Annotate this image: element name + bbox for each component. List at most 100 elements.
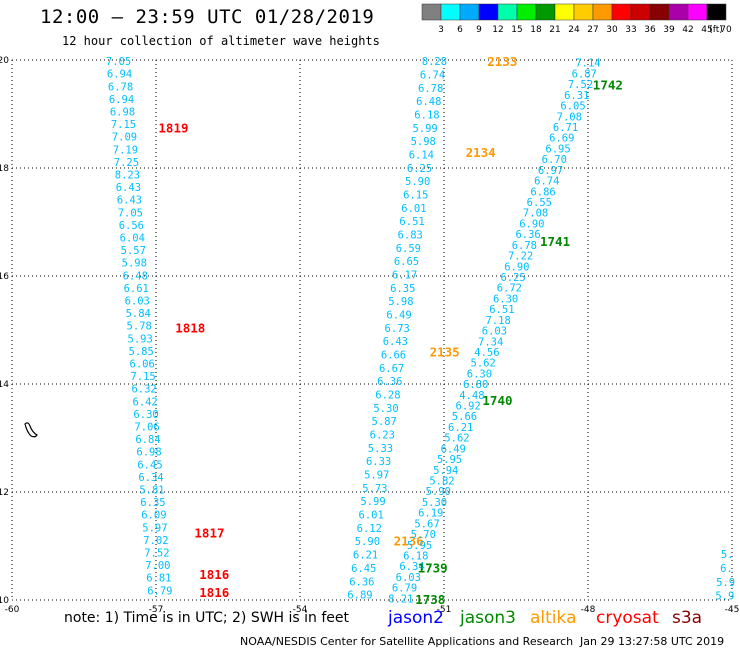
lat-tick-label: 16 xyxy=(0,272,9,282)
legend-tick: 12 xyxy=(492,25,503,35)
wave-height-value: 6.43 xyxy=(116,182,141,194)
wave-height-value: 6.18 xyxy=(414,109,439,121)
wave-height-value: 6.98 xyxy=(110,106,135,118)
wave-height-value: 5.66 xyxy=(452,411,477,423)
wave-height-value: 6.43 xyxy=(383,336,408,348)
wave-height-value: 6.03 xyxy=(396,572,421,584)
wave-height-value: 6.78 xyxy=(108,81,133,93)
wave-height-value: 6.94 xyxy=(107,69,132,81)
wave-height-value: 5.78 xyxy=(127,321,152,333)
pass-number-label: 1816 xyxy=(199,567,229,582)
wave-height-value: 6.65 xyxy=(394,256,419,268)
wave-height-value: 5.9 xyxy=(716,577,735,589)
wave-height-value: 6.69 xyxy=(549,133,574,145)
wave-height-value: 5.87 xyxy=(372,416,397,428)
wave-height-value: 6.35 xyxy=(390,283,415,295)
wave-height-value: 7.15 xyxy=(111,119,136,131)
wave-height-value: 6.86 xyxy=(530,186,555,198)
legend-tick: 3 xyxy=(438,25,444,35)
wave-height-value: 7.00 xyxy=(145,560,170,572)
wave-height-value: 6.43 xyxy=(117,195,142,207)
wave-height-value: 6.30 xyxy=(493,293,518,305)
wave-height-value: 6.09 xyxy=(141,510,166,522)
pass-number-label: 1740 xyxy=(482,393,512,408)
wave-height-value: 6.59 xyxy=(396,243,421,255)
wave-height-value: 5.97 xyxy=(364,470,389,482)
wave-height-value: 6.05 xyxy=(560,101,585,113)
lat-tick-label: 12 xyxy=(0,488,9,498)
legend-tick: 15 xyxy=(511,25,522,35)
lat-tick-label: 20 xyxy=(0,56,9,66)
wave-height-value: 6.21 xyxy=(448,422,473,434)
wave-height-value: 5.90 xyxy=(355,536,380,548)
pass-number-label: 1817 xyxy=(194,526,224,541)
wave-height-value: 6.56 xyxy=(119,220,144,232)
pass-number-label: 2135 xyxy=(430,345,460,360)
wave-height-value: 5.62 xyxy=(444,433,469,445)
lon-tick-label: -60 xyxy=(5,605,20,615)
lat-tick-label: 10 xyxy=(0,596,9,606)
pass-number-label: 1738 xyxy=(415,592,445,607)
pass-number-label: 1742 xyxy=(593,77,623,92)
lat-tick-label: 18 xyxy=(0,164,9,174)
legend-tick: 9 xyxy=(476,25,482,35)
legend-tick: 21 xyxy=(549,25,560,35)
pass-number-label: 2133 xyxy=(487,54,517,69)
legend-jason3: jason3 xyxy=(460,608,516,628)
legend-cryosat: cryosat xyxy=(596,608,659,628)
wave-height-value: 6.01 xyxy=(401,203,426,215)
wave-height-value: 5.84 xyxy=(126,308,151,320)
wave-height-value: 6.61 xyxy=(124,283,149,295)
wave-height-value: 5.67 xyxy=(414,518,439,530)
wave-height-value: 5.73 xyxy=(362,483,387,495)
wave-height-value: 6.79 xyxy=(147,585,172,597)
wave-height-value: 6.55 xyxy=(527,197,552,209)
wave-height-value: 6.25 xyxy=(407,163,432,175)
lon-tick-label: -48 xyxy=(581,605,596,615)
wave-height-value: 5.30 xyxy=(422,497,447,509)
wave-height-value: 6.90 xyxy=(519,218,544,230)
wave-height-value: 6.35 xyxy=(140,497,165,509)
wave-height-value: 6.42 xyxy=(132,396,157,408)
wave-height-value: 5.98 xyxy=(388,296,413,308)
wave-height-value: 6.66 xyxy=(381,350,406,362)
wave-height-value: 6.12 xyxy=(357,523,382,535)
wave-height-value: 6.06 xyxy=(130,358,155,370)
legend-tick: 18 xyxy=(530,25,542,35)
wave-height-value: 6.34 xyxy=(138,472,163,484)
footer-timestamp: Jan 29 13:27:58 UTC 2019 xyxy=(580,635,725,648)
wave-height-value: 6.30 xyxy=(133,409,158,421)
wave-height-value: 5.57 xyxy=(121,245,146,257)
wave-height-value: 6.14 xyxy=(409,149,434,161)
wave-height-value: 6.34 xyxy=(399,561,424,573)
footnote: note: 1) Time is in UTC; 2) SWH is in fe… xyxy=(64,610,350,626)
wave-height-value: 6.90 xyxy=(504,261,529,273)
wave-height-value: 6.23 xyxy=(370,430,395,442)
wave-height-value: 5.85 xyxy=(129,346,154,358)
pass-number-label: 1818 xyxy=(175,320,205,335)
wave-height-value: 4.48 xyxy=(459,390,484,402)
wave-height-value: 6.84 xyxy=(135,434,160,446)
island-outline xyxy=(24,422,38,438)
wave-height-value: 5.93 xyxy=(128,333,153,345)
wave-height-value: 7.05 xyxy=(118,207,143,219)
wave-height-value: 5.9 xyxy=(715,591,734,603)
wave-height-value: 7.52 xyxy=(568,79,593,91)
wave-height-value: 6.79 xyxy=(392,583,417,595)
wave-height-value: 6.18 xyxy=(403,551,428,563)
wave-height-value: 6.78 xyxy=(418,83,443,95)
wave-height-value: 7.34 xyxy=(478,336,503,348)
wave-height-value: 6.67 xyxy=(379,363,404,375)
page-subtitle: 12 hour collection of altimeter wave hei… xyxy=(62,34,380,48)
wave-height-value: 6.98 xyxy=(136,447,161,459)
legend-tick: 27 xyxy=(587,25,598,35)
legend-tick: 33 xyxy=(625,25,636,35)
lon-tick-label: -54 xyxy=(293,605,308,615)
wave-height-value: 5.81 xyxy=(139,484,164,496)
wave-height-value: 7.08 xyxy=(523,208,548,220)
wave-height-value: 7.09 xyxy=(112,132,137,144)
wave-height-value: 6.74 xyxy=(534,176,559,188)
wave-height-value: 6.70 xyxy=(542,154,567,166)
wave-height-value: 8.23 xyxy=(115,169,140,181)
